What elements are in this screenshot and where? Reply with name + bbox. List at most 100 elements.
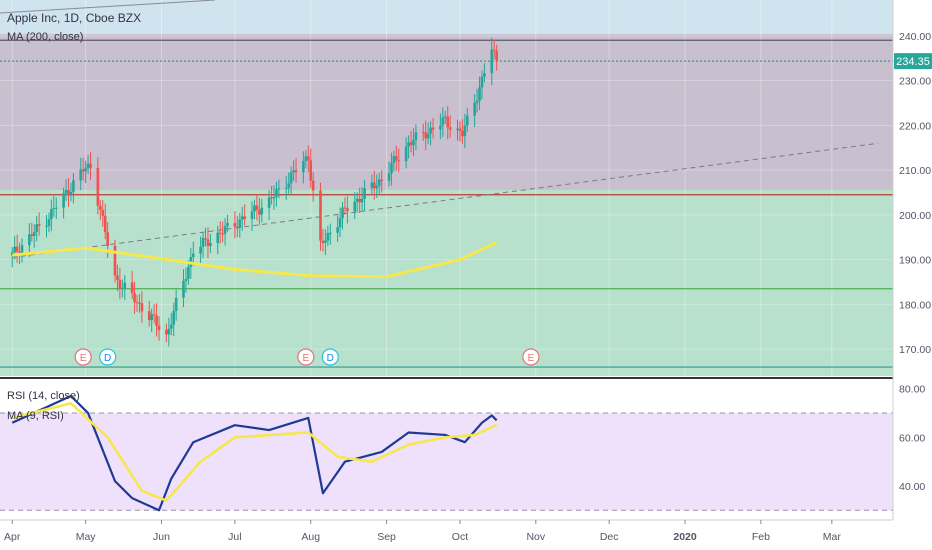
candle-body <box>64 189 68 194</box>
candle-body <box>155 315 158 326</box>
event-marker-label: E <box>528 353 535 364</box>
earnings-marker-icon <box>297 348 315 366</box>
candle-body <box>407 142 410 147</box>
candle-body <box>355 198 359 202</box>
zone-upper <box>0 34 893 190</box>
top-diagonal <box>0 0 216 14</box>
candle-body <box>79 169 83 181</box>
event-marker: E <box>74 348 92 366</box>
candle-body <box>62 193 65 208</box>
candle-body <box>478 87 481 101</box>
candle-body <box>101 209 105 216</box>
rsi-ma-study-label[interactable]: MA (9, RSI) <box>7 410 64 422</box>
candle-body <box>172 310 176 325</box>
x-tick-label: Jul <box>228 531 241 543</box>
x-tick-label: Aug <box>301 531 320 543</box>
y-tick-label: 190.00 <box>899 255 931 267</box>
candle-body <box>113 245 117 276</box>
candle-body <box>187 266 190 279</box>
candle-body <box>311 180 315 191</box>
y-tick-label: 230.00 <box>899 76 931 88</box>
ma-study-label[interactable]: MA (200, close) <box>7 31 83 43</box>
candle-body <box>133 293 136 303</box>
candle-body <box>321 240 325 243</box>
candle-body <box>267 197 271 208</box>
x-tick-label: Mar <box>823 531 842 543</box>
candle-body <box>250 211 254 219</box>
candle-body <box>201 238 205 247</box>
candle-body <box>50 208 53 220</box>
price-pane-zones <box>0 0 893 376</box>
candle-body <box>380 179 383 181</box>
candle-body <box>253 205 256 212</box>
price-axis[interactable] <box>893 0 932 520</box>
time-axis[interactable] <box>0 520 932 550</box>
event-marker-label: D <box>327 353 334 364</box>
candle-body <box>182 280 185 298</box>
candle-body <box>443 116 447 118</box>
candle-body <box>199 246 202 254</box>
y-tick-label: 170.00 <box>899 344 931 356</box>
event-marker: D <box>99 348 117 366</box>
candle-body <box>106 232 109 246</box>
candle-body <box>35 224 38 233</box>
x-tick-label: 2020 <box>673 531 697 543</box>
candle-body <box>118 279 122 289</box>
candle-body <box>287 183 290 188</box>
dividend-marker-icon <box>99 348 117 366</box>
trendline-group <box>12 142 879 258</box>
x-tick-label: Oct <box>452 531 468 543</box>
candle-body <box>121 287 124 289</box>
trendline <box>12 142 879 258</box>
ma200-line <box>12 241 498 279</box>
candle-body <box>441 117 445 126</box>
candle-body <box>238 219 242 228</box>
rsi-ma-line <box>11 402 498 502</box>
dividend-marker-icon <box>321 348 339 366</box>
candle-body <box>412 139 415 146</box>
candle-body <box>243 216 246 219</box>
last-price-label: 234.35 <box>896 56 930 68</box>
candle-body <box>387 173 391 181</box>
candle-body <box>294 170 298 173</box>
candle-body <box>150 314 153 321</box>
candle-body <box>363 188 366 199</box>
zone-top <box>0 0 893 34</box>
candle-body <box>370 182 374 189</box>
candle-body <box>289 172 293 184</box>
candle-body <box>429 127 432 134</box>
candle-body <box>495 50 498 61</box>
candle-body <box>404 146 408 162</box>
candle-body <box>353 201 357 212</box>
candle-body <box>324 240 327 243</box>
rsi-y-tick-label: 60.00 <box>899 432 925 444</box>
event-marker-label: E <box>302 353 309 364</box>
candle-body <box>206 239 210 247</box>
rsi-study-label[interactable]: RSI (14, close) <box>7 390 80 402</box>
candle-body <box>116 275 119 280</box>
event-marker: D <box>321 348 339 366</box>
candle-body <box>216 232 220 244</box>
candle-body <box>424 132 428 139</box>
candle-body <box>377 179 381 186</box>
candle-body <box>236 226 239 228</box>
candle-body <box>258 209 261 215</box>
candle-body <box>81 169 85 172</box>
candle-body <box>140 303 144 312</box>
candle-body <box>86 163 90 169</box>
x-tick-label: Apr <box>4 531 21 543</box>
candle-body <box>260 207 264 215</box>
candle-body <box>167 328 171 335</box>
rsi-y-tick-label: 80.00 <box>899 384 925 396</box>
earnings-marker-icon <box>74 348 92 366</box>
chart-title[interactable]: Apple Inc, 1D, Cboe BZX <box>7 11 141 25</box>
candle-body <box>319 190 322 241</box>
candle-body <box>338 218 342 228</box>
candle-body <box>277 188 281 190</box>
candle-body <box>191 253 195 258</box>
candle-body <box>328 232 332 234</box>
candle-body <box>130 282 134 294</box>
candle-body <box>270 197 273 199</box>
candle-body <box>421 132 425 134</box>
